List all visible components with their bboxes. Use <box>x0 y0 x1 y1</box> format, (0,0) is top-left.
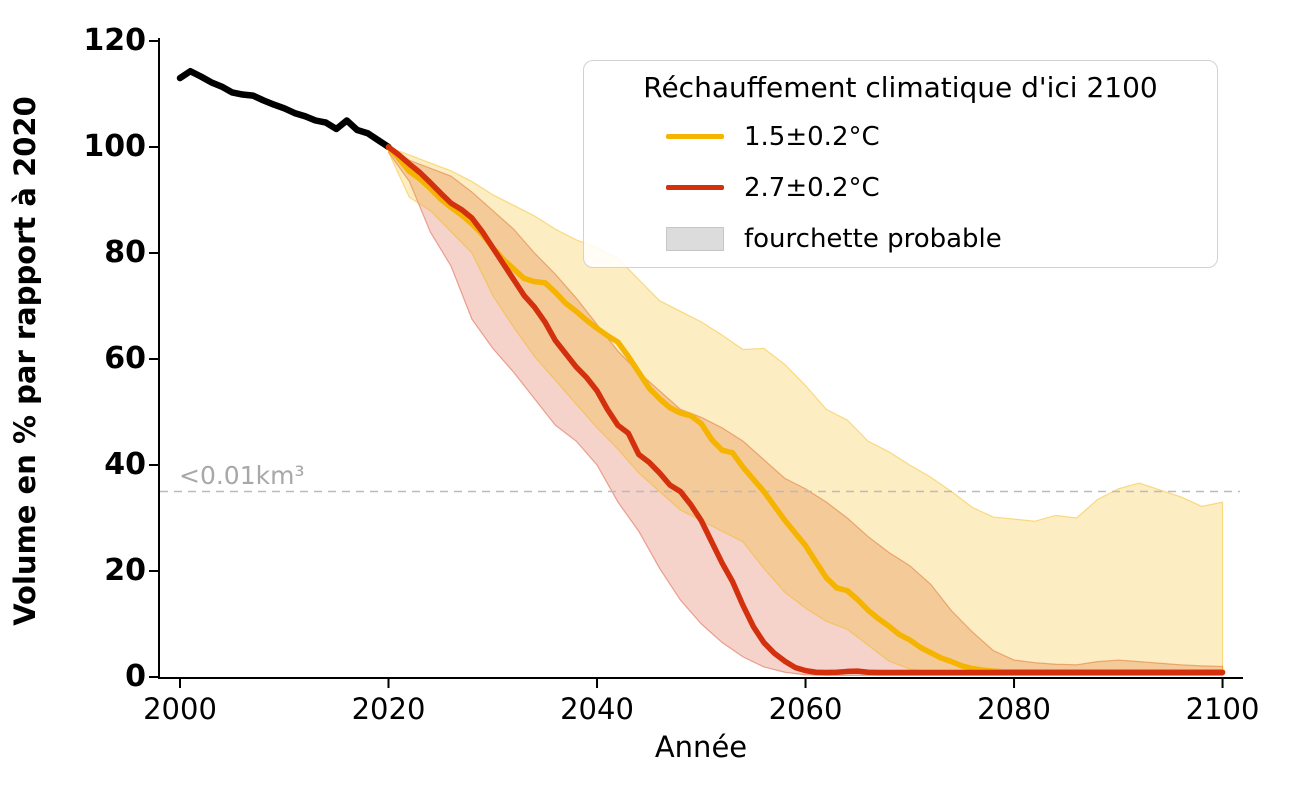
y-tick-label: 60 <box>104 341 146 376</box>
x-tick-label: 2100 <box>1185 692 1260 726</box>
x-tick-label: 2080 <box>977 692 1051 726</box>
legend-label: fourchette probable <box>744 223 1002 254</box>
uncertainty-band <box>387 145 1224 677</box>
threshold-annotation: <0.01km³ <box>179 461 305 490</box>
x-axis-label: Année <box>654 730 748 764</box>
legend-line-swatch-1-5C <box>666 134 724 139</box>
legend-item-1-5C: 1.5±0.2°C <box>584 111 1217 162</box>
x-tick-label: 2060 <box>768 692 843 726</box>
legend-title: Réchauffement climatique d'ici 2100 <box>643 71 1158 104</box>
y-tick-label: 20 <box>104 553 146 588</box>
y-tick-label: 0 <box>125 659 146 694</box>
legend-item-probable-range: fourchette probable <box>584 213 1217 264</box>
legend: Réchauffement climatique d'ici 2100 1.5±… <box>583 60 1218 268</box>
y-tick-label: 40 <box>104 447 146 482</box>
y-tick-label: 120 <box>83 23 146 58</box>
x-tick-label: 2040 <box>560 692 634 726</box>
series-line <box>385 144 1226 676</box>
x-tick-label: 2000 <box>143 692 217 726</box>
series-line <box>176 67 392 151</box>
legend-label: 1.5±0.2°C <box>744 121 880 152</box>
x-tick-label: 2020 <box>351 692 426 726</box>
legend-line-swatch-2-7C <box>666 185 724 190</box>
y-tick-label: 100 <box>83 129 146 164</box>
y-tick-label: 80 <box>104 235 146 270</box>
legend-label: 2.7±0.2°C <box>744 172 880 203</box>
legend-patch-swatch <box>666 226 724 251</box>
legend-item-2-7C: 2.7±0.2°C <box>584 162 1217 213</box>
y-axis-label: Volume en % par rapport à 2020 <box>8 96 42 626</box>
